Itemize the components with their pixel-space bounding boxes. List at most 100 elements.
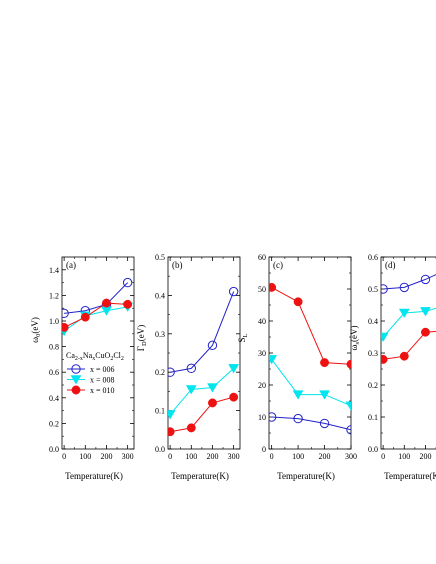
- data-point: [102, 298, 111, 308]
- panel-label: (c): [273, 260, 283, 270]
- data-point: [269, 282, 277, 292]
- legend-label: x = 010: [90, 386, 115, 395]
- y-tick-label: 0.0: [155, 445, 165, 454]
- x-tick-label: 300: [228, 452, 240, 461]
- data-point: [320, 358, 329, 368]
- y-axis-label: SL: [237, 333, 249, 342]
- series-line-x010: [383, 330, 436, 360]
- data-point: [208, 398, 217, 408]
- panel-label: (d): [385, 260, 396, 270]
- x-tick-label: 300: [122, 452, 134, 461]
- y-tick-label: 0.4: [155, 291, 165, 300]
- y-tick-label: 1.0: [49, 317, 59, 326]
- data-point: [381, 332, 389, 342]
- legend-title: Ca2-xNaxCuO2Cl2: [66, 351, 124, 362]
- x-tick-label: 200: [319, 452, 331, 461]
- y-tick-label: 0.6: [368, 253, 378, 262]
- y-tick-label: 0.5: [368, 285, 378, 294]
- x-tick-label: 0: [168, 452, 172, 461]
- panel-label: (a): [66, 260, 76, 270]
- data-point: [420, 274, 431, 285]
- series-line-x010: [271, 286, 351, 365]
- data-point: [421, 327, 430, 337]
- series-group: [381, 274, 436, 364]
- y-tick-label: 30: [258, 349, 266, 358]
- series-line-x008: [63, 306, 128, 332]
- series-line-x010: [170, 396, 234, 433]
- legend-marker: [70, 375, 82, 385]
- y-tick-label: 1.4: [49, 266, 59, 275]
- y-tick-label: 0.2: [155, 368, 165, 377]
- y-tick-label: 0.1: [155, 407, 165, 416]
- chart-panels: 0.00.20.40.60.81.01.21.40 100 200 300(a)Tem…: [30, 253, 436, 481]
- panel-b: 0.0 0.1 0.2 0.3 0.4 0.5 0 100 200 300 (b) Temperatu…: [136, 253, 241, 481]
- legend-label: x = 008: [90, 376, 115, 385]
- series-line-x008: [271, 359, 351, 407]
- x-axis-label: Temperature(K): [384, 471, 436, 481]
- x-tick-label: 0: [381, 452, 385, 461]
- data-point: [229, 392, 239, 402]
- data-point: [207, 340, 218, 351]
- series-line-x008: [169, 367, 234, 415]
- series-group: [62, 277, 134, 337]
- series-group: [269, 282, 351, 435]
- y-tick-label: 0.8: [49, 343, 59, 352]
- plot-frame: [61, 256, 135, 450]
- data-point: [319, 390, 330, 400]
- y-tick-label: 0.2: [368, 381, 378, 390]
- data-point: [168, 367, 175, 377]
- data-point: [62, 322, 69, 332]
- x-axis-label: Temperature(K): [277, 471, 335, 481]
- y-tick-label: 0: [262, 445, 266, 454]
- data-point: [293, 413, 303, 424]
- y-tick-label: 0.2: [49, 419, 59, 428]
- data-point: [186, 363, 196, 374]
- series-line-x006: [383, 274, 436, 290]
- data-point: [399, 351, 409, 361]
- data-point: [123, 299, 133, 309]
- legend-marker: [71, 364, 81, 374]
- data-point: [346, 359, 351, 369]
- panel-a: 0.0 0.2 0.4 0.6 0.8 1.0 1.2 1.4 0 100 200 300 (a) Tem…: [30, 256, 135, 481]
- x-tick-label: 100: [292, 452, 304, 461]
- data-point: [399, 282, 409, 293]
- data-point: [345, 401, 351, 411]
- data-point: [292, 390, 304, 400]
- x-tick-label: 0: [62, 452, 66, 461]
- panel-c: 0 10 20 30 40 50 60 0 100 200 300 (c) Temperature(K)…: [237, 253, 357, 481]
- data-point: [168, 410, 176, 420]
- x-tick-label: 100: [185, 452, 197, 461]
- data-point: [319, 418, 330, 429]
- data-point: [293, 297, 303, 307]
- data-point: [269, 412, 277, 422]
- legend-label: x = 006: [90, 365, 115, 374]
- y-tick-label: 0.3: [368, 349, 378, 358]
- data-point: [398, 308, 410, 318]
- data-point: [228, 286, 239, 297]
- x-tick-label: 0: [270, 452, 274, 461]
- y-tick-label: 40: [258, 317, 266, 326]
- y-tick-label: 1.2: [49, 291, 59, 300]
- data-point: [185, 385, 197, 395]
- data-point: [228, 364, 240, 374]
- plot-frame: [167, 256, 241, 450]
- series-line-x006: [170, 291, 235, 373]
- data-point: [346, 425, 351, 435]
- panel-label: (b): [172, 260, 183, 270]
- data-point: [269, 355, 278, 365]
- y-axis-label: ωs(eV): [349, 326, 361, 351]
- y-tick-label: 0.3: [155, 330, 165, 339]
- x-tick-label: 200: [206, 452, 218, 461]
- y-tick-label: 0.5: [155, 253, 165, 262]
- y-tick-label: 0.4: [49, 394, 59, 403]
- x-tick-label: 200: [419, 452, 431, 461]
- plot-frame: [268, 256, 352, 450]
- series-line-x006: [64, 282, 129, 314]
- x-tick-label: 100: [79, 452, 91, 461]
- data-point: [62, 308, 69, 319]
- y-tick-label: 0.1: [368, 413, 378, 422]
- data-point: [381, 284, 388, 294]
- x-tick-label: 200: [100, 452, 112, 461]
